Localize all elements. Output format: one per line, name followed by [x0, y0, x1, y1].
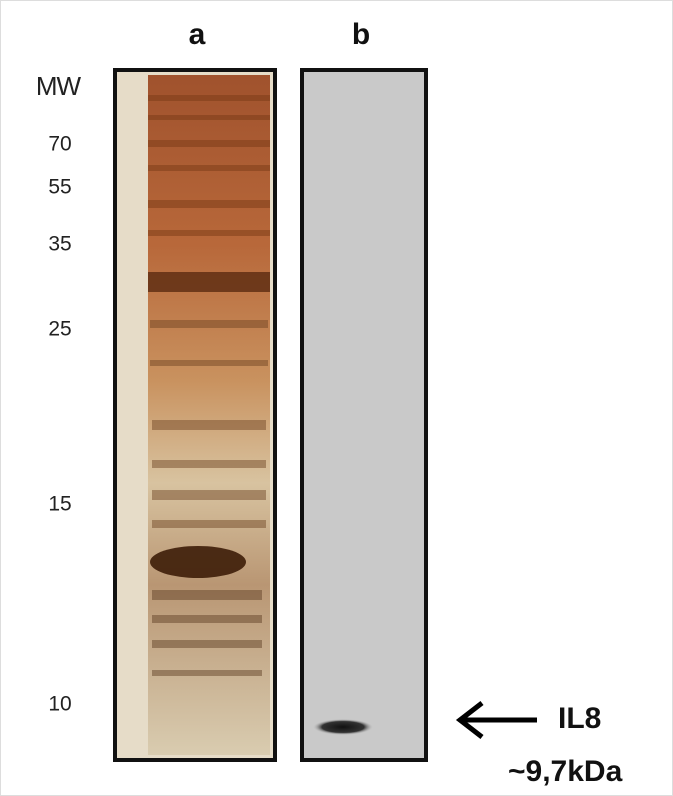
gel-a	[113, 68, 277, 762]
marker-label: 55	[48, 176, 71, 199]
marker-label: 25	[48, 318, 71, 341]
lane-label: a	[189, 18, 206, 51]
lane-label: b	[352, 18, 370, 51]
annotation-label: IL8	[558, 702, 601, 735]
marker-label: 35	[48, 233, 71, 256]
marker-label: 10	[48, 693, 71, 716]
marker-label: 70	[48, 133, 71, 156]
arrow	[455, 701, 537, 739]
annotation-size: ~9,7kDa	[508, 755, 623, 788]
gel-b	[300, 68, 428, 762]
marker-label: 15	[48, 493, 71, 516]
mw-title: MW	[36, 71, 82, 101]
